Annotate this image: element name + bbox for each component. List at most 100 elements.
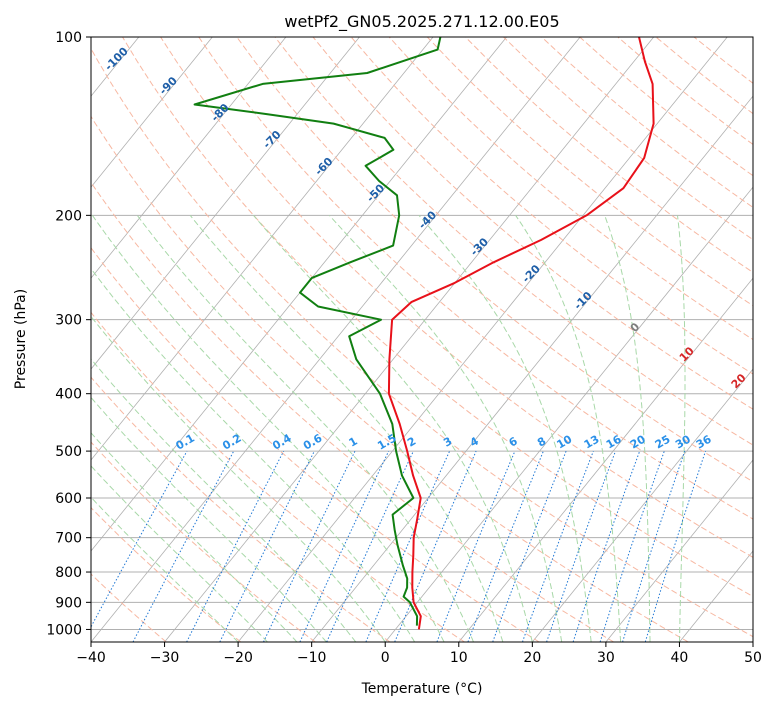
y-tick-label: 900 [55,595,82,611]
isotherm-label: -40 [416,208,439,231]
y-tick-label: 400 [55,387,82,403]
moist-adiabat-line [91,465,268,642]
mixing-ratio-line [572,450,641,642]
dry-adiabat-line [503,37,753,241]
dry-adiabat-line [91,311,465,642]
isotherm-label: -60 [312,155,335,178]
isotherm-label: -90 [157,74,180,97]
dry-adiabat-line [91,47,753,638]
isotherm-label: -100 [102,44,131,73]
plot-frame [90,36,754,643]
dry-adiabat-line [236,37,753,483]
isotherm-line [0,37,65,642]
mixing-ratio-label: 8 [535,435,548,450]
isotherm-line [91,37,287,279]
mixing-ratio-label: 1 [347,435,360,450]
dry-adiabat-line [198,37,753,520]
isotherm-label-warm: 10 [677,344,697,364]
moist-adiabat-line [515,215,622,642]
y-tick-label: 200 [55,208,82,224]
isotherm-line [532,368,753,642]
isotherm-line [164,37,655,642]
mixing-ratio-label: 30 [673,432,693,451]
mixing-ratio-label: 3 [441,435,454,450]
y-tick-label: 800 [55,565,82,581]
mixing-ratio-line [299,450,390,642]
x-axis: −40 −30 −20 −10 0 10 20 30 40 50 [76,642,762,666]
moist-adiabat-line [328,214,563,642]
isotherm-line [91,37,581,642]
y-tick-label: 600 [55,491,82,507]
isotherm-line [752,641,753,642]
chart-title: wetPf2_GN05.2025.271.12.00.E05 [284,12,559,32]
y-tick-label: 300 [55,313,82,329]
isotherm-line [237,37,728,642]
x-tick-label: 10 [450,650,468,666]
dry-adiabat-line [160,37,753,558]
isotherm-line [91,37,507,552]
mixing-ratio-line [599,450,665,642]
moist-adiabat-line [91,496,239,642]
mixing-ratio-label: 25 [653,433,673,452]
x-tick-label: −40 [76,650,106,666]
mixing-ratio-line [492,450,567,642]
x-tick-label: −30 [150,650,180,666]
isotherm-label: -30 [468,235,491,258]
plot-area [0,37,753,642]
mixing-ratio-label: 36 [694,432,714,451]
dry-adiabat-line [388,37,753,341]
mixing-ratio-label: 6 [507,434,520,449]
dry-adiabat-line [350,37,753,375]
dry-adiabat-line [617,37,753,145]
isotherm-line [91,37,360,370]
mixing-ratio-line [436,450,516,642]
isotherm-label-zero: 0 [628,320,643,335]
dry-adiabat-line [465,37,753,273]
mixing-ratio-label: 0.4 [270,431,294,452]
moist-adiabat-line [91,215,445,642]
x-tick-label: 30 [597,650,615,666]
dry-adiabat-line [91,573,167,642]
temperature-profile-line [387,37,655,630]
mixing-ratio-line [644,450,707,642]
isotherm-label: -70 [260,128,283,151]
x-axis-label: Temperature (°C) [361,681,483,697]
dry-adiabat-line [312,37,753,410]
y-tick-label: 1000 [46,622,82,638]
mixing-ratio-line [186,450,285,642]
dry-adiabat-line [655,37,753,115]
y-tick-label: 700 [55,531,82,547]
mixing-ratio-line [263,450,356,642]
mixing-ratio-line [365,450,451,642]
x-tick-label: 40 [671,650,689,666]
moist-adiabat-line [253,214,533,642]
dry-adiabat-line [693,37,753,84]
moist-adiabat-line [418,214,592,642]
isotherm-line [311,95,753,642]
mixing-ratio-line [394,450,477,642]
x-tick-label: −10 [297,650,327,666]
isotherm-label: -80 [209,101,232,124]
mixing-ratio-line [467,450,544,642]
y-axis: 1000 900 800 700 600 500 400 300 200 100 [46,30,91,638]
isotherm-line [605,459,753,642]
x-tick-label: 50 [744,650,762,666]
mixing-ratio-line [91,450,188,628]
y-tick-label: 100 [55,30,82,46]
isotherm-line [458,277,753,642]
mixing-ratio-line [132,450,235,642]
y-axis-label: Pressure (hPa) [13,289,29,389]
x-tick-label: 0 [381,650,390,666]
y-tick-label: 500 [55,444,82,460]
isotherm-line [91,37,213,188]
moist-adiabat-line [136,215,474,642]
mixing-ratio-line [546,450,616,642]
dry-adiabat-line [426,37,753,307]
moist-adiabat-line [604,215,651,642]
dry-adiabat-line [122,37,753,598]
mixing-ratio-label: 16 [604,432,624,451]
mixing-ratio-label: 4 [468,434,481,449]
mixing-ratio-label: 13 [582,433,602,452]
isotherm-label-warm: 20 [729,371,749,391]
